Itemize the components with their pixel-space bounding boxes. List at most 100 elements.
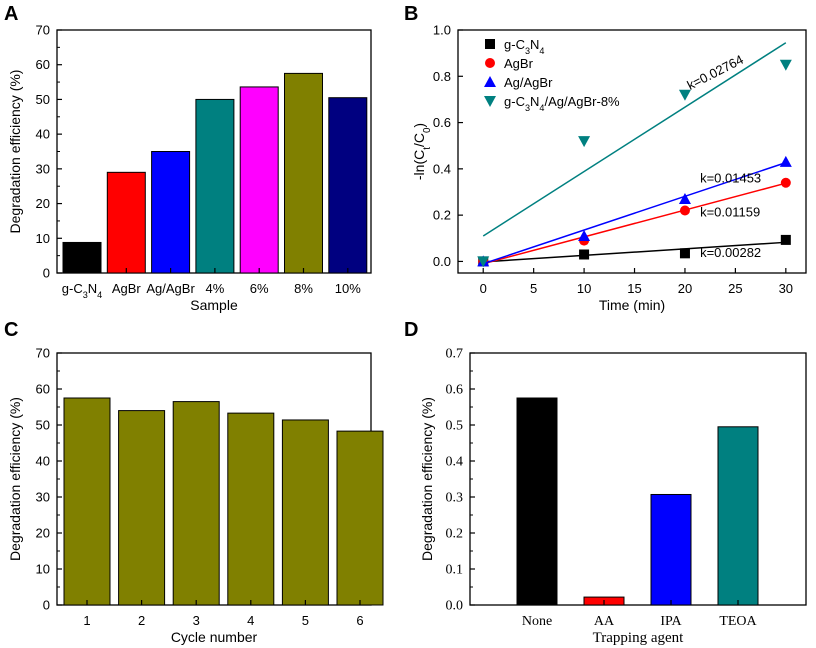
data-point — [579, 249, 590, 260]
bar — [516, 397, 558, 606]
x-tick-label: 15 — [627, 281, 641, 296]
legend-marker — [484, 96, 496, 107]
x-axis-title: Sample — [190, 297, 238, 313]
bar — [151, 151, 191, 274]
x-tick-label: 8% — [294, 281, 313, 296]
y-axis-title: Degradation efficiency (%) — [7, 397, 23, 561]
data-point — [779, 155, 792, 167]
data-point — [780, 234, 791, 245]
y-tick-label: 20 — [36, 526, 50, 541]
bar — [106, 171, 146, 274]
rate-constant-label: k=0.00282 — [700, 245, 761, 260]
bar — [239, 86, 279, 274]
data-point — [678, 89, 691, 101]
fit-line — [482, 161, 787, 265]
y-tick-label: 0.4 — [446, 455, 464, 470]
y-tick-label: 0.2 — [433, 208, 451, 223]
bar — [118, 410, 166, 606]
y-tick-label: 10 — [36, 562, 50, 577]
y-tick-label: 0.6 — [446, 383, 464, 398]
x-tick-label: 3 — [193, 613, 200, 628]
y-tick-label: 0 — [43, 266, 50, 281]
bar — [62, 241, 102, 274]
y-tick-label: 30 — [36, 490, 50, 505]
x-axis-title: Cycle number — [171, 629, 258, 645]
x-tick-label: g-C3N4 — [62, 281, 102, 300]
x-tick-label: None — [522, 614, 552, 629]
y-tick-label: 0.4 — [433, 161, 451, 176]
y-tick-label: 50 — [36, 92, 50, 107]
y-axis-title: Degradation efficiency (%) — [419, 397, 435, 561]
x-axis-title: Time (min) — [599, 297, 665, 313]
x-tick-label: 6% — [250, 281, 269, 296]
y-axis-title: Degradation efficiency (%) — [7, 70, 23, 234]
panel-c-letter: C — [4, 319, 18, 341]
y-tick-label: 20 — [36, 196, 50, 211]
legend-label: g-C3N4/Ag/AgBr-8% — [504, 94, 620, 113]
y-tick-label: 40 — [36, 127, 50, 142]
panel-b-letter: B — [404, 3, 418, 25]
y-tick-label: 0 — [43, 598, 50, 613]
y-tick-label: 0.2 — [446, 527, 464, 542]
fit-line — [483, 241, 786, 263]
legend-marker — [485, 39, 495, 49]
x-tick-label: AA — [594, 614, 615, 629]
rate-constant-label: k=0.01453 — [700, 171, 761, 186]
panel-b: B 0.0 0.2 0.4 0.6 0.8 1.0 0 5 10 15 20 25 30 Time (mi… — [404, 3, 807, 313]
data-point — [780, 177, 791, 188]
x-tick-label: IPA — [660, 614, 682, 629]
y-tick-label: 0.3 — [446, 491, 464, 506]
x-tick-label: Ag/AgBr — [146, 281, 195, 296]
y-tick-label: 0.5 — [446, 419, 464, 434]
x-tick-label: 6 — [356, 613, 363, 628]
bar — [63, 397, 111, 606]
bar — [281, 419, 329, 606]
legend-label: Ag/AgBr — [504, 75, 553, 90]
y-tick-label: 70 — [36, 346, 50, 361]
bar — [328, 97, 368, 274]
panel-d: D 0.0 0.1 0.2 0.3 0.4 0.5 0.6 0.7 None AA IPA TEOA T… — [404, 319, 807, 646]
y-tick-label: 0.6 — [433, 115, 451, 130]
data-point — [678, 192, 691, 204]
y-tick-label: 50 — [36, 418, 50, 433]
legend-marker — [485, 58, 495, 68]
legend-label: AgBr — [504, 56, 534, 71]
y-tick-label: 0.0 — [433, 254, 451, 269]
data-point — [679, 205, 690, 216]
rate-constant-label: k=0.01159 — [700, 204, 760, 219]
fit-line — [482, 42, 787, 237]
bar — [227, 412, 275, 606]
data-point — [779, 59, 792, 71]
data-point — [578, 229, 591, 241]
y-tick-label: 1.0 — [433, 23, 451, 38]
x-tick-label: 0 — [480, 281, 487, 296]
y-axis-title: -ln(Ct/C0) — [411, 123, 433, 180]
x-tick-label: 1 — [83, 613, 90, 628]
y-tick-label: 10 — [36, 231, 50, 246]
x-tick-label: 4% — [206, 281, 225, 296]
y-tick-label: 0.0 — [446, 599, 464, 614]
panel-a-letter: A — [4, 3, 18, 25]
x-tick-label: 10 — [577, 281, 591, 296]
bar — [717, 426, 759, 606]
bar — [195, 98, 235, 274]
data-point — [578, 136, 591, 148]
y-tick-label: 30 — [36, 161, 50, 176]
panel-d-letter: D — [404, 319, 418, 341]
data-point — [477, 256, 490, 268]
panel-a: A 0 10 20 30 40 50 60 70 g-C3N4 AgBr Ag/AgBr 4% 6% 8%… — [4, 3, 372, 313]
y-tick-label: 40 — [36, 454, 50, 469]
x-tick-label: AgBr — [112, 281, 142, 296]
panel-c: C 0 10 20 30 40 50 60 70 1 2 3 4 5 6 Cycle number Degra… — [4, 319, 384, 645]
x-tick-label: 20 — [678, 281, 692, 296]
bar — [172, 401, 220, 606]
x-tick-label: 30 — [779, 281, 793, 296]
x-tick-label: TEOA — [719, 614, 757, 629]
bar — [284, 72, 323, 274]
x-tick-label: 4 — [247, 613, 254, 628]
y-tick-label: 60 — [36, 382, 50, 397]
legend-marker — [484, 76, 496, 87]
rate-constant-label: k=0.02764 — [685, 52, 746, 93]
x-tick-label: 2 — [138, 613, 145, 628]
